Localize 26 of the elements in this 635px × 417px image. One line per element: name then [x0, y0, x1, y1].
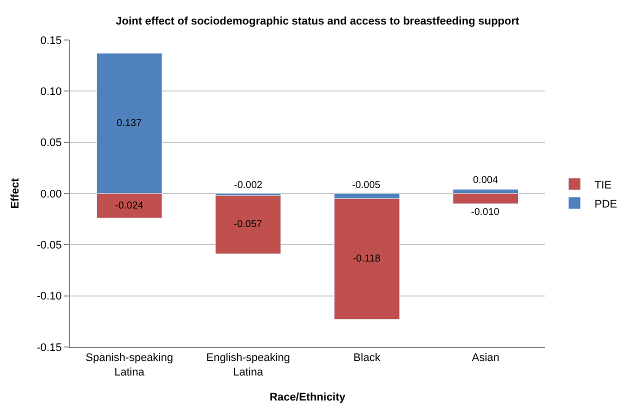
x-tick-label: Asian	[472, 352, 500, 364]
data-label: -0.005	[352, 180, 381, 191]
y-tick-label: -0.05	[36, 240, 62, 252]
x-tick-label: Black	[353, 352, 381, 364]
bar	[215, 195, 282, 254]
chart-title: Joint effect of sociodemographic status and access to breastfeeding support	[116, 15, 520, 28]
y-tick-label: 0.00	[40, 188, 62, 200]
y-tick-label: 0.15	[40, 34, 62, 47]
y-tick-label: -0.10	[36, 290, 62, 303]
data-label: -0.057	[234, 219, 263, 230]
x-tick-label: English-speaking Latina	[206, 352, 290, 378]
y-tick-label: 0.05	[40, 137, 62, 150]
data-label: -0.024	[114, 200, 144, 212]
legend-label: PDE	[594, 198, 618, 210]
x-tick-label: Spanish-speaking Latina	[86, 352, 174, 378]
data-label: -0.118	[352, 253, 381, 264]
data-label: 0.004	[473, 175, 498, 186]
x-axis-title: Race/Ethnicity	[270, 392, 346, 404]
y-tick-label: -0.15	[36, 342, 62, 354]
data-label: -0.002	[234, 180, 263, 191]
y-axis-title: Effect	[9, 178, 22, 209]
bar	[452, 193, 519, 204]
legend-label: TIE	[594, 179, 612, 192]
data-label: -0.010	[471, 207, 500, 218]
data-label: 0.137	[116, 118, 142, 129]
y-tick-label: 0.10	[40, 86, 62, 98]
